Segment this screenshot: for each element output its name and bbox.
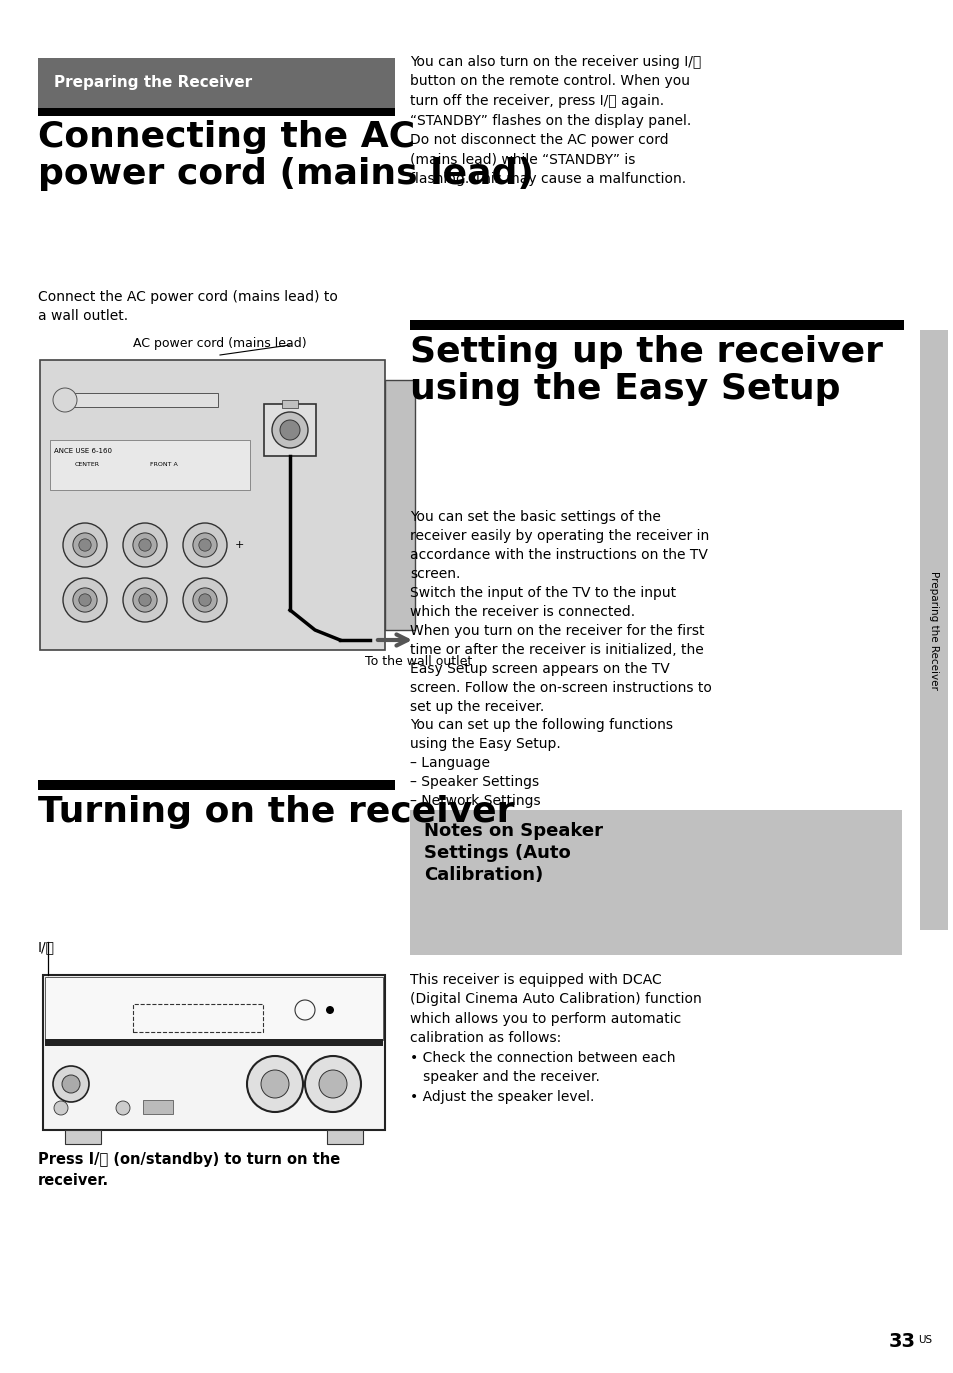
Circle shape xyxy=(183,523,227,567)
Circle shape xyxy=(123,523,167,567)
Circle shape xyxy=(72,533,97,557)
Text: You can also turn on the receiver using I/⏻
button on the remote control. When y: You can also turn on the receiver using … xyxy=(410,55,700,185)
Text: Notes on Speaker
Settings (Auto
Calibration): Notes on Speaker Settings (Auto Calibrat… xyxy=(423,822,602,884)
Text: CENTER: CENTER xyxy=(75,461,100,467)
Bar xyxy=(143,1100,172,1114)
Text: US: US xyxy=(917,1335,931,1346)
Text: Turning on the receiver: Turning on the receiver xyxy=(38,795,514,829)
Circle shape xyxy=(123,578,167,622)
Circle shape xyxy=(79,538,91,551)
Circle shape xyxy=(193,588,217,612)
Bar xyxy=(919,330,947,930)
Text: FRONT A: FRONT A xyxy=(150,461,177,467)
Text: +: + xyxy=(234,540,244,551)
Bar xyxy=(264,404,315,456)
Circle shape xyxy=(72,588,97,612)
Circle shape xyxy=(326,1006,334,1015)
Circle shape xyxy=(132,533,157,557)
Text: Setting up the receiver
using the Easy Setup: Setting up the receiver using the Easy S… xyxy=(410,335,882,405)
Circle shape xyxy=(139,538,151,551)
Text: You can set the basic settings of the
receiver easily by operating the receiver : You can set the basic settings of the re… xyxy=(410,509,711,809)
Text: Press I/⏻ (on/standby) to turn on the
receiver.: Press I/⏻ (on/standby) to turn on the re… xyxy=(38,1152,340,1188)
Circle shape xyxy=(53,389,77,412)
Circle shape xyxy=(198,595,211,605)
Circle shape xyxy=(63,578,107,622)
Circle shape xyxy=(62,1075,80,1093)
Bar xyxy=(132,1004,263,1032)
Circle shape xyxy=(198,538,211,551)
Circle shape xyxy=(139,595,151,605)
Circle shape xyxy=(54,1101,68,1115)
Circle shape xyxy=(132,588,157,612)
Bar xyxy=(410,810,901,956)
Circle shape xyxy=(318,1070,347,1098)
Circle shape xyxy=(183,578,227,622)
Text: Preparing the Receiver: Preparing the Receiver xyxy=(928,571,938,689)
Circle shape xyxy=(79,595,91,605)
Text: Connecting the AC
power cord (mains lead): Connecting the AC power cord (mains lead… xyxy=(38,119,534,191)
Bar xyxy=(410,320,903,330)
Bar xyxy=(38,108,395,115)
Bar xyxy=(45,1039,382,1046)
Bar xyxy=(58,393,218,406)
Bar xyxy=(50,439,250,490)
Bar xyxy=(38,780,395,789)
Bar xyxy=(45,978,382,1039)
Circle shape xyxy=(63,523,107,567)
Bar xyxy=(65,1130,101,1144)
Bar xyxy=(327,1130,363,1144)
Bar xyxy=(38,58,395,108)
Text: Preparing the Receiver: Preparing the Receiver xyxy=(54,76,252,91)
Circle shape xyxy=(305,1056,360,1112)
Text: AC power cord (mains lead): AC power cord (mains lead) xyxy=(133,336,307,350)
Circle shape xyxy=(272,412,308,448)
Bar xyxy=(282,400,297,408)
Circle shape xyxy=(193,533,217,557)
Circle shape xyxy=(261,1070,289,1098)
Bar xyxy=(43,975,385,1130)
Text: Connect the AC power cord (mains lead) to
a wall outlet.: Connect the AC power cord (mains lead) t… xyxy=(38,290,337,324)
Circle shape xyxy=(280,420,299,439)
Text: To the wall outlet: To the wall outlet xyxy=(365,655,472,669)
Circle shape xyxy=(53,1065,89,1103)
Bar xyxy=(385,380,415,630)
Bar xyxy=(40,360,385,649)
Text: This receiver is equipped with DCAC
(Digital Cinema Auto Calibration) function
w: This receiver is equipped with DCAC (Dig… xyxy=(410,973,701,1104)
Circle shape xyxy=(116,1101,130,1115)
Text: 33: 33 xyxy=(888,1332,915,1351)
Text: ANCE USE 6-160: ANCE USE 6-160 xyxy=(54,448,112,454)
Circle shape xyxy=(247,1056,303,1112)
Text: I/⏻: I/⏻ xyxy=(38,941,55,954)
